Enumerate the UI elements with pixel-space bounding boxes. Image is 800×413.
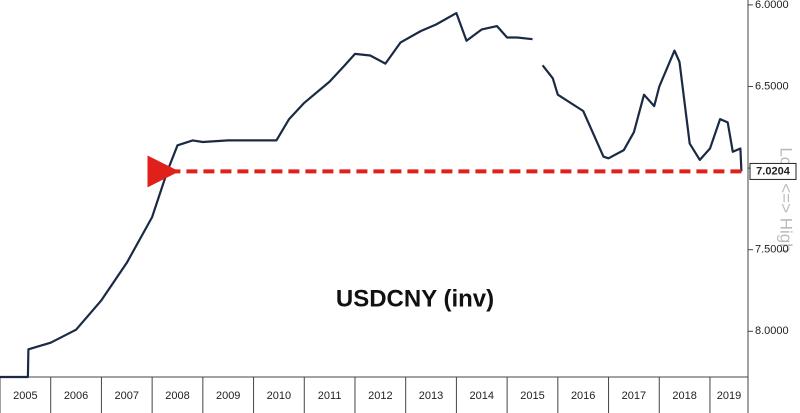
x-tick-label: 2011 [318,390,342,402]
last-value-label: 7.0204 [756,165,791,177]
x-tick-label: 2013 [419,390,443,402]
x-tick-label: 2009 [216,390,240,402]
x-tick-label: 2017 [622,390,646,402]
x-tick-label: 2015 [520,390,544,402]
x-tick-label: 2007 [115,390,139,402]
x-tick-label: 2014 [470,390,494,402]
y-tick-label: 6.5000 [755,80,789,92]
x-tick-label: 2019 [717,390,741,402]
x-tick-label: 2005 [13,390,37,402]
x-tick-label: 2006 [64,390,88,402]
y-tick-label: 6.0000 [755,0,789,11]
last-value-box [749,162,797,180]
x-tick-label: 2012 [368,390,392,402]
x-tick-label: 2008 [165,390,189,402]
x-tick-label: 2016 [571,390,595,402]
y-tick-label: 8.0000 [755,325,789,337]
x-tick-label: 2018 [672,390,696,402]
x-tick-label: 2010 [267,390,291,402]
chart-title: USDCNY (inv) [336,285,494,312]
line-series [0,12,743,379]
y-tick-label: 7.5000 [755,244,789,256]
